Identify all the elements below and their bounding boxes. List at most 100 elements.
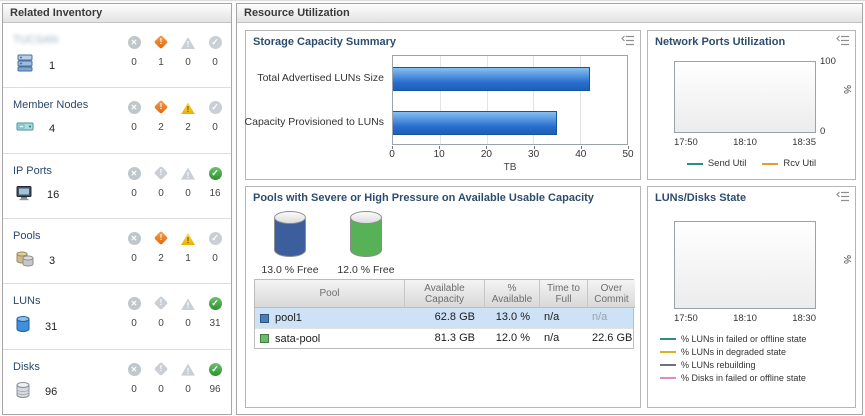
chart-menu-icon[interactable]	[836, 191, 850, 202]
chart-menu-icon[interactable]	[836, 35, 850, 46]
x-tick-label: 10	[433, 149, 445, 160]
cylinder-gauge-icon	[350, 211, 382, 257]
critical-status-icon	[153, 34, 169, 50]
column-header: Available Capacity	[405, 280, 485, 308]
normal-status-icon	[208, 36, 222, 49]
critical-status-icon	[153, 165, 169, 180]
inventory-count: 4	[49, 122, 56, 135]
error-status-icon	[127, 231, 141, 245]
chart-menu-icon[interactable]	[621, 35, 635, 46]
error-status-icon	[127, 362, 141, 376]
bar-capacity-provisioned-to-luns	[393, 111, 557, 135]
inventory-item-name[interactable]: LUNs	[13, 295, 41, 308]
x-tick-label: 0	[389, 149, 395, 160]
warning-status-count: 2	[185, 122, 191, 134]
critical-status-count: 2	[158, 252, 164, 264]
related-inventory-panel: Related Inventory TUCSAN 1 0 1 0 0	[2, 3, 232, 415]
panel-title: Storage Capacity Summary	[253, 36, 397, 48]
column-header: Over Commit	[588, 280, 635, 308]
x-axis: 17:50 18:10 18:30	[674, 313, 816, 325]
inventory-item-name[interactable]: TUCSAN	[13, 34, 59, 46]
over-commit-cell: n/a	[592, 311, 608, 323]
warning-status-count: 0	[185, 187, 191, 199]
pct-available-cell: 13.0 %	[495, 311, 530, 323]
critical-status-icon	[153, 361, 169, 376]
error-status-count: 0	[131, 187, 137, 199]
critical-status-icon	[153, 230, 169, 246]
pools-table: Pool Available Capacity % Available Time…	[254, 279, 635, 349]
x-tick-label: 17:50	[674, 313, 698, 324]
normal-status-icon	[208, 297, 222, 311]
luns-icon	[15, 315, 31, 338]
table-row[interactable]: pool1 62.8 GB 13.0 % n/a n/a	[255, 308, 633, 328]
warning-status-icon	[181, 298, 195, 311]
available-capacity-cell: 62.8 GB	[434, 311, 475, 323]
inventory-list: TUCSAN 1 0 1 0 0 Member Nodes	[3, 23, 231, 414]
y-tick-label: 100	[820, 56, 836, 67]
inventory-row-pools[interactable]: Pools 3 0 2 1 0	[3, 219, 231, 285]
critical-status-icon	[153, 296, 169, 311]
pct-available-cell: 12.0 %	[495, 332, 530, 344]
x-tick-label: 18:35	[792, 137, 816, 148]
normal-status-count: 0	[212, 57, 218, 68]
legend-item: % LUNs rebuilding	[660, 360, 806, 370]
pool-capacity-gauge: 13.0 % Free	[254, 211, 326, 276]
normal-status-icon	[208, 231, 222, 245]
inventory-count: 3	[49, 255, 56, 268]
critical-status-count: 0	[158, 187, 164, 199]
normal-status-count: 96	[209, 383, 221, 395]
inventory-item-name[interactable]: Pools	[13, 229, 41, 242]
storage-bar-chart: Total Advertised LUNs Size Capacity Prov…	[245, 55, 634, 173]
normal-status-count: 16	[209, 187, 221, 199]
gauge-top	[350, 211, 382, 224]
network-chart-plot	[674, 61, 816, 133]
inventory-item-name[interactable]: IP Ports	[13, 164, 52, 177]
member-nodes-icon	[15, 119, 35, 138]
ip-ports-icon	[15, 185, 33, 206]
warning-status-count: 0	[185, 318, 191, 330]
critical-status-count: 1	[158, 57, 164, 68]
gauge-label: 13.0 % Free	[261, 264, 319, 276]
inventory-row-luns[interactable]: LUNs 31 0 0 0 31	[3, 284, 231, 350]
inventory-row-disks[interactable]: Disks 96 0 0 0 96	[3, 350, 231, 414]
legend-label: % LUNs in degraded state	[681, 347, 787, 357]
inventory-count: 31	[45, 320, 58, 333]
inventory-row-member-nodes[interactable]: Member Nodes 4 0 2 2 0	[3, 88, 231, 154]
inventory-item-name[interactable]: Disks	[13, 360, 40, 373]
inventory-count: 16	[47, 189, 60, 202]
inventory-row-system[interactable]: TUCSAN 1 0 1 0 0	[3, 23, 231, 89]
x-tick-label: 18:10	[733, 313, 757, 324]
error-status-icon	[127, 297, 141, 311]
bar-category-label: Total Advertised LUNs Size	[257, 72, 384, 84]
warning-status-icon	[181, 167, 195, 180]
panel-title: LUNs/Disks State	[655, 192, 747, 204]
legend-label: % LUNs in failed or offline state	[681, 334, 807, 344]
pools-icon	[15, 250, 35, 273]
gauge-top	[274, 211, 306, 224]
bar-category-label: Capacity Provisioned to LUNs	[244, 116, 384, 128]
legend-item: Rcv Util	[762, 158, 816, 169]
x-tick-label: 18:10	[733, 137, 757, 148]
table-row[interactable]: sata-pool 81.3 GB 12.0 % n/a 22.6 GB	[255, 328, 633, 348]
system-icon	[15, 54, 35, 77]
luns-disks-state-panel: LUNs/Disks State % 17:50 18:10 18:30 % L…	[647, 186, 856, 408]
table-header-row: Pool Available Capacity % Available Time…	[255, 280, 635, 308]
pool-name: pool1	[275, 312, 302, 324]
error-status-icon	[127, 36, 141, 49]
inventory-row-ip-ports[interactable]: IP Ports 16 0 0 0 16	[3, 154, 231, 219]
error-status-icon	[127, 166, 141, 180]
legend-line-swatch	[660, 377, 676, 379]
error-status-count: 0	[131, 252, 137, 264]
y-axis-unit-label: %	[841, 85, 852, 94]
x-tick-label: 18:30	[792, 313, 816, 324]
inventory-item-name[interactable]: Member Nodes	[13, 99, 89, 112]
x-axis: 17:50 18:10 18:35	[674, 137, 816, 149]
time-to-full-cell: n/a	[544, 311, 560, 323]
legend-line-swatch	[686, 162, 703, 165]
warning-status-icon	[181, 102, 195, 115]
x-tick-label: 50	[622, 149, 634, 160]
inventory-count: 1	[49, 59, 56, 72]
critical-status-count: 2	[158, 122, 164, 134]
related-inventory-header: Related Inventory	[3, 4, 231, 23]
